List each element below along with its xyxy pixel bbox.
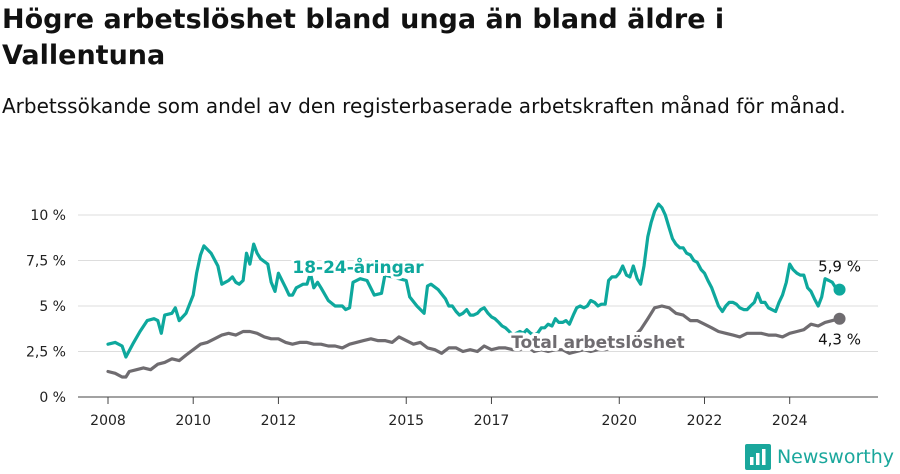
x-tick-label: 2010 <box>175 413 211 429</box>
series-label-young: 18-24-åringar <box>292 256 424 278</box>
series-label-total: Total arbetslöshet <box>511 333 685 353</box>
end-value-label-total: 4,3 % <box>818 331 861 349</box>
x-tick-label: 2020 <box>601 413 637 429</box>
x-tick-label: 2017 <box>474 413 510 429</box>
x-tick-label: 2024 <box>772 413 808 429</box>
newsworthy-logo-icon <box>744 444 771 470</box>
y-tick-label: 2,5 % <box>26 345 66 361</box>
y-tick-label: 5 % <box>39 299 66 315</box>
y-tick-label: 0 % <box>39 390 66 406</box>
end-point-young <box>833 283 846 296</box>
end-point-total <box>833 312 846 325</box>
series-line-young <box>106 202 842 359</box>
y-tick-label: 10 % <box>30 208 66 224</box>
series-line-total <box>106 304 842 379</box>
series-label-total-halo: Total arbetslöshet <box>511 333 685 353</box>
end-value-label-young: 5,9 % <box>818 258 861 276</box>
x-tick-label: 2015 <box>388 413 424 429</box>
x-tick-label: 2012 <box>261 413 297 429</box>
brand-name: Newsworthy <box>776 446 894 468</box>
chart-subtitle: Arbetssökande som andel av den registerb… <box>2 94 846 118</box>
y-tick-label: 7,5 % <box>26 254 66 270</box>
x-tick-label: 2008 <box>90 413 126 429</box>
chart-title: Högre arbetslöshet bland unga än bland ä… <box>2 4 725 71</box>
x-tick-label: 2022 <box>687 413 723 429</box>
series-label-young-halo: 18-24-åringar <box>292 256 424 278</box>
brand-logo: Newsworthy <box>744 442 894 472</box>
